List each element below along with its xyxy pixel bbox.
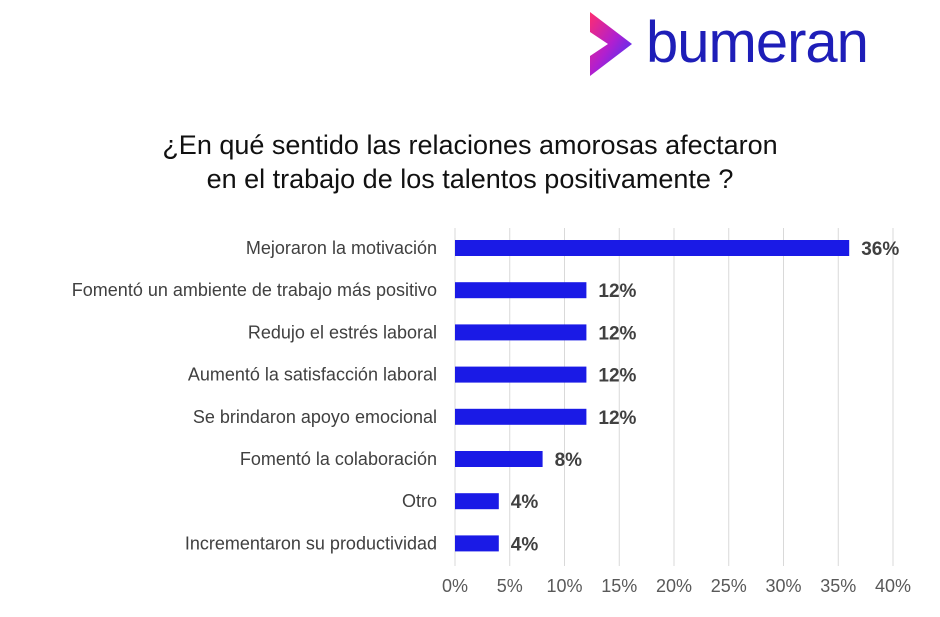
x-tick-label: 0% [442,576,468,596]
category-label: Incrementaron su productividad [185,533,437,553]
bar [455,451,543,467]
data-label: 8% [555,450,583,471]
data-label: 4% [511,492,539,513]
bar [455,240,850,256]
bumeran-logo: bumeran [584,6,936,86]
data-label: 12% [598,281,636,302]
x-tick-label: 10% [546,576,582,596]
bar [455,535,499,552]
category-label: Aumentó la satisfacción laboral [188,365,437,385]
category-label: Fomentó la colaboración [240,449,437,469]
x-tick-label: 30% [765,576,801,596]
x-tick-label: 35% [820,576,856,596]
data-label: 4% [511,534,539,555]
chart-title-line-2: en el trabajo de los talentos positivame… [206,164,734,194]
data-label: 12% [598,408,636,429]
bar [455,282,587,299]
x-tick-label: 40% [875,576,911,596]
data-label: 12% [598,323,636,344]
bar [455,324,587,341]
x-tick-label: 5% [497,576,523,596]
chart-title: ¿En qué sentido las relaciones amorosas … [0,128,940,196]
category-label: Redujo el estrés laboral [248,322,437,342]
category-label: Se brindaron apoyo emocional [193,407,437,427]
data-label: 36% [861,239,899,260]
chevron-logo-icon [590,12,632,76]
category-label: Otro [402,491,437,511]
data-label: 12% [598,366,636,387]
brand-name: bumeran [646,10,869,75]
bar [455,366,587,383]
x-tick-label: 20% [656,576,692,596]
category-label: Mejoraron la motivación [246,238,437,258]
bar [455,493,499,510]
x-tick-label: 15% [601,576,637,596]
bar [455,408,587,425]
x-tick-label: 25% [711,576,747,596]
chart-title-line-1: ¿En qué sentido las relaciones amorosas … [162,130,778,160]
category-label: Fomentó un ambiente de trabajo más posit… [72,280,437,300]
